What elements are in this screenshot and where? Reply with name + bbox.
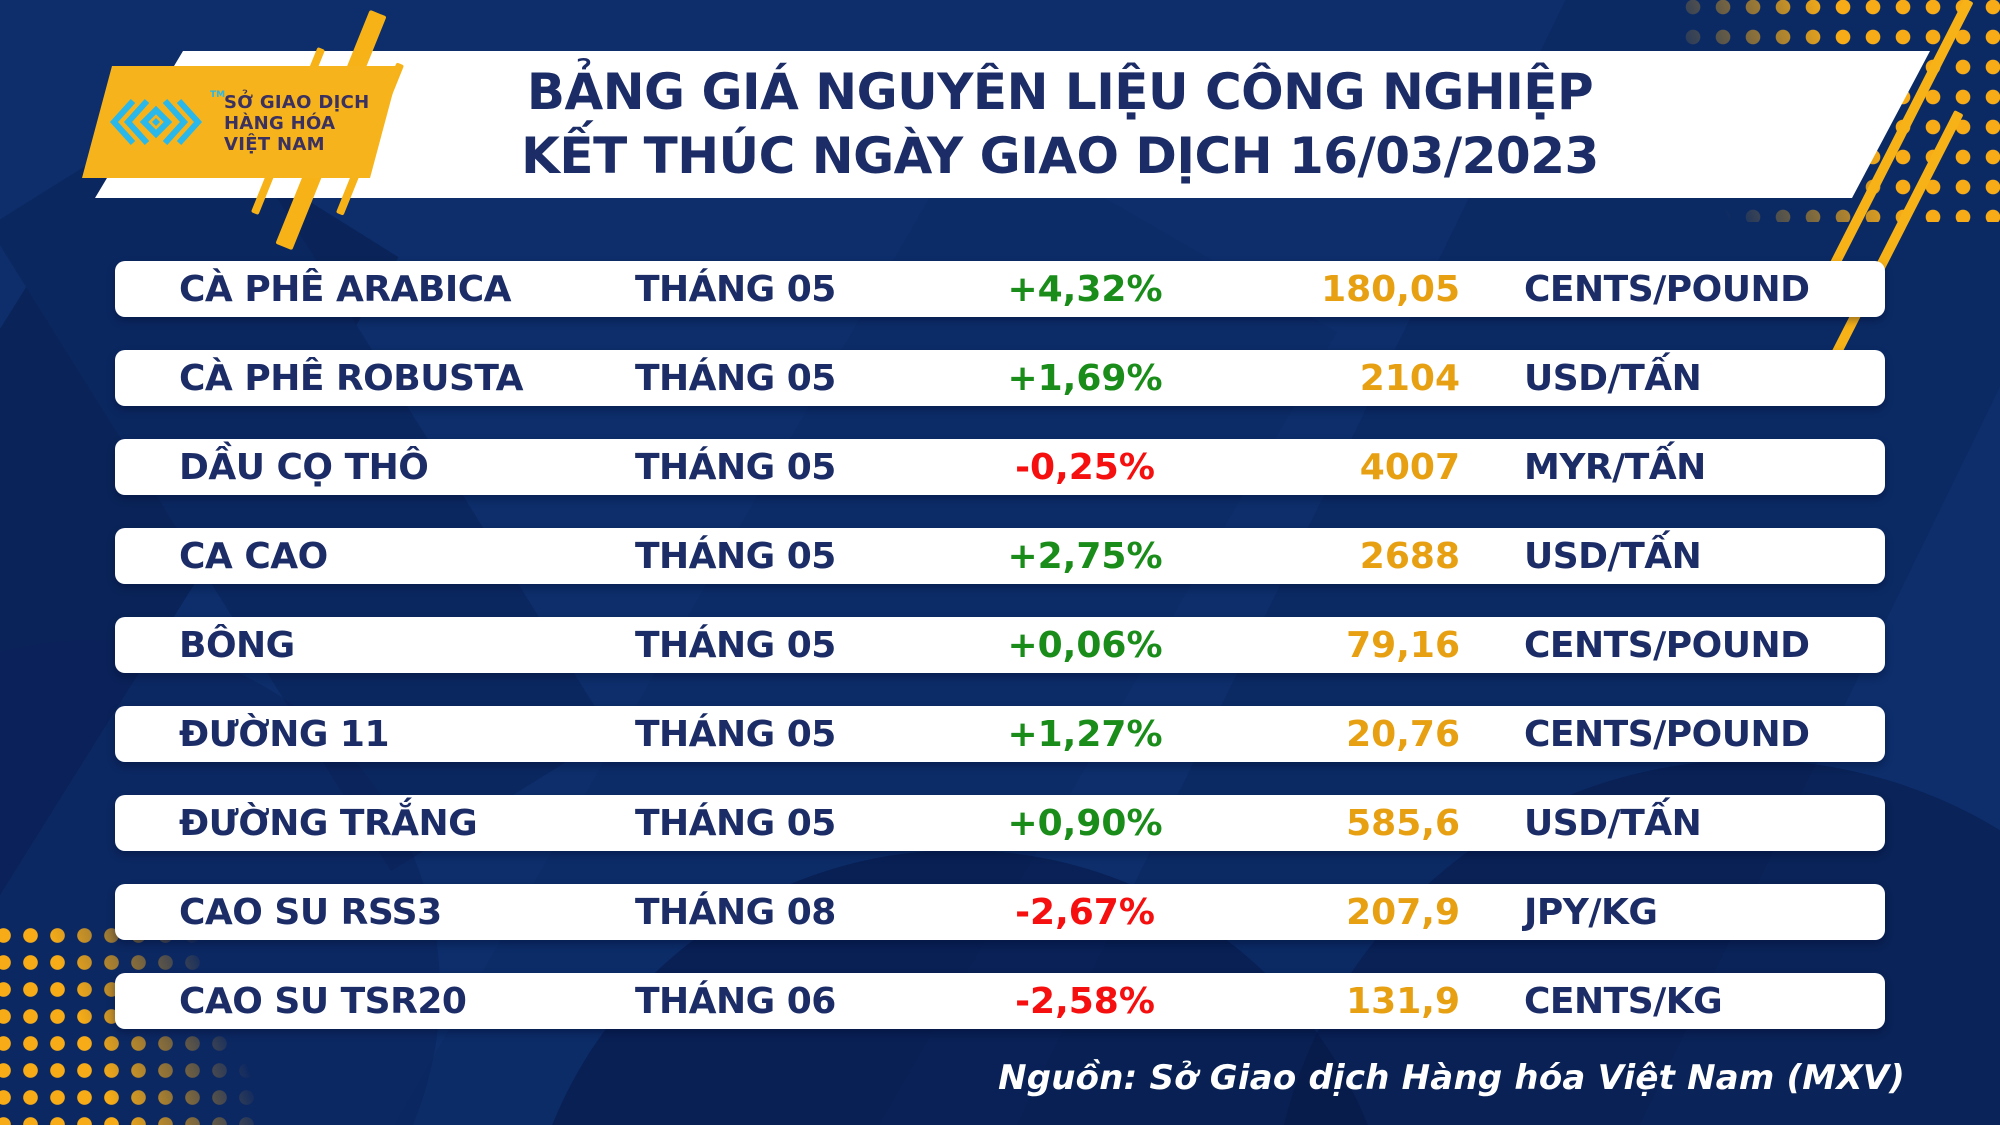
price-value: 79,16 bbox=[1346, 624, 1460, 666]
change-percent: +0,06% bbox=[1007, 624, 1163, 666]
contract-month: THÁNG 05 bbox=[635, 802, 836, 844]
trademark-mark: TM bbox=[210, 90, 226, 100]
table-row: CAO SU RSS3 THÁNG 08 -2,67% 207,9 JPY/KG bbox=[115, 884, 1885, 940]
page-title: BẢNG GIÁ NGUYÊN LIỆU CÔNG NGHIỆP KẾT THÚ… bbox=[430, 60, 1690, 188]
logo-line-3: VIỆT NAM bbox=[224, 134, 325, 156]
table-row: CÀ PHÊ ARABICA THÁNG 05 +4,32% 180,05 CE… bbox=[115, 261, 1885, 317]
title-line-1: BẢNG GIÁ NGUYÊN LIỆU CÔNG NGHIỆP bbox=[526, 63, 1594, 121]
logo-line-1: SỞ GIAO DỊCH bbox=[224, 92, 370, 113]
contract-month: THÁNG 08 bbox=[635, 891, 836, 933]
price-value: 131,9 bbox=[1346, 980, 1460, 1022]
contract-month: THÁNG 05 bbox=[635, 268, 836, 310]
price-value: 2688 bbox=[1359, 535, 1460, 577]
change-percent: +1,69% bbox=[1007, 357, 1163, 399]
header-banner bbox=[95, 51, 1930, 198]
contract-month: THÁNG 05 bbox=[635, 357, 836, 399]
price-unit: CENTS/KG bbox=[1524, 980, 1723, 1022]
price-table: CÀ PHÊ ARABICA THÁNG 05 +4,32% 180,05 CE… bbox=[115, 261, 1885, 1029]
price-unit: JPY/KG bbox=[1524, 891, 1658, 933]
logo-org-name: SỞ GIAO DỊCH HÀNG HÓA VIỆT NAM bbox=[224, 92, 369, 155]
change-percent: +1,27% bbox=[1007, 713, 1163, 755]
table-row: ĐƯỜNG 11 THÁNG 05 +1,27% 20,76 CENTS/POU… bbox=[115, 706, 1885, 762]
contract-month: THÁNG 05 bbox=[635, 446, 836, 488]
price-value: 180,05 bbox=[1321, 268, 1460, 310]
change-percent: +0,90% bbox=[1007, 802, 1163, 844]
commodity-name: CAO SU RSS3 bbox=[179, 891, 442, 933]
contract-month: THÁNG 06 bbox=[635, 980, 836, 1022]
price-unit: CENTS/POUND bbox=[1524, 624, 1810, 666]
price-value: 207,9 bbox=[1346, 891, 1460, 933]
commodity-name: BÔNG bbox=[179, 624, 295, 666]
price-unit: CENTS/POUND bbox=[1524, 268, 1810, 310]
commodity-name: ĐƯỜNG TRẮNG bbox=[179, 802, 478, 844]
table-row: DẦU CỌ THÔ THÁNG 05 -0,25% 4007 MYR/TẤN bbox=[115, 439, 1885, 495]
commodity-name: ĐƯỜNG 11 bbox=[179, 713, 390, 755]
table-row: ĐƯỜNG TRẮNG THÁNG 05 +0,90% 585,6 USD/TẤ… bbox=[115, 795, 1885, 851]
price-unit: MYR/TẤN bbox=[1524, 446, 1706, 488]
contract-month: THÁNG 05 bbox=[635, 535, 836, 577]
title-line-2: KẾT THÚC NGÀY GIAO DỊCH 16/03/2023 bbox=[521, 127, 1599, 185]
contract-month: THÁNG 05 bbox=[635, 624, 836, 666]
change-percent: +2,75% bbox=[1007, 535, 1163, 577]
price-value: 2104 bbox=[1359, 357, 1460, 399]
commodity-name: CÀ PHÊ ROBUSTA bbox=[179, 357, 524, 399]
commodity-name: CA CAO bbox=[179, 535, 328, 577]
table-row: CAO SU TSR20 THÁNG 06 -2,58% 131,9 CENTS… bbox=[115, 973, 1885, 1029]
mxv-logo: TM SỞ GIAO DỊCH HÀNG HÓA VIỆT NAM bbox=[82, 66, 400, 178]
price-unit: CENTS/POUND bbox=[1524, 713, 1810, 755]
price-value: 20,76 bbox=[1346, 713, 1460, 755]
table-row: BÔNG THÁNG 05 +0,06% 79,16 CENTS/POUND bbox=[115, 617, 1885, 673]
price-unit: USD/TẤN bbox=[1524, 357, 1702, 399]
commodity-name: DẦU CỌ THÔ bbox=[179, 446, 429, 488]
source-credit: Nguồn: Sở Giao dịch Hàng hóa Việt Nam (M… bbox=[998, 1058, 1905, 1098]
change-percent: -2,58% bbox=[1015, 980, 1155, 1022]
commodity-name: CAO SU TSR20 bbox=[179, 980, 467, 1022]
change-percent: -0,25% bbox=[1015, 446, 1155, 488]
price-unit: USD/TẤN bbox=[1524, 535, 1702, 577]
table-row: CÀ PHÊ ROBUSTA THÁNG 05 +1,69% 2104 USD/… bbox=[115, 350, 1885, 406]
change-percent: +4,32% bbox=[1007, 268, 1163, 310]
price-unit: USD/TẤN bbox=[1524, 802, 1702, 844]
commodity-name: CÀ PHÊ ARABICA bbox=[179, 268, 512, 310]
price-value: 585,6 bbox=[1346, 802, 1460, 844]
contract-month: THÁNG 05 bbox=[635, 713, 836, 755]
logo-line-2: HÀNG HÓA bbox=[224, 113, 336, 135]
price-value: 4007 bbox=[1359, 446, 1460, 488]
table-row: CA CAO THÁNG 05 +2,75% 2688 USD/TẤN bbox=[115, 528, 1885, 584]
mxv-chevron-icon bbox=[109, 98, 203, 146]
change-percent: -2,67% bbox=[1015, 891, 1155, 933]
